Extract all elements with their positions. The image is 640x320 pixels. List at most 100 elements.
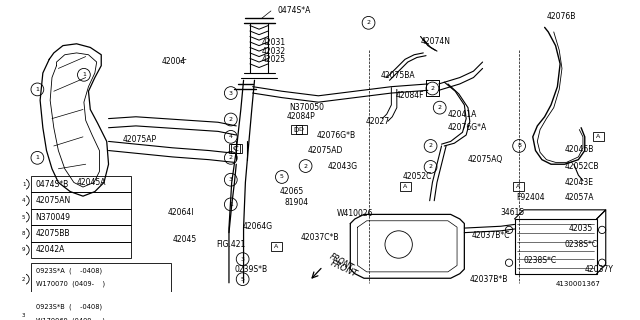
Text: 42037B*B: 42037B*B bbox=[470, 275, 508, 284]
Text: 1: 1 bbox=[35, 87, 39, 92]
Text: 1: 1 bbox=[22, 182, 26, 187]
Text: 0923S*B  (    -0408): 0923S*B ( -0408) bbox=[36, 304, 102, 310]
Text: A: A bbox=[275, 244, 278, 249]
Text: 0238S*C: 0238S*C bbox=[564, 240, 598, 249]
Text: 3: 3 bbox=[228, 177, 233, 182]
Bar bbox=[31, 225, 131, 242]
Text: 42042A: 42042A bbox=[36, 245, 65, 254]
Text: 42004: 42004 bbox=[161, 57, 186, 66]
Text: 42046B: 42046B bbox=[564, 145, 594, 154]
Text: 42035: 42035 bbox=[568, 224, 593, 233]
Text: 42045A: 42045A bbox=[77, 178, 106, 187]
Text: 2: 2 bbox=[429, 143, 433, 148]
Text: 42065: 42065 bbox=[280, 187, 304, 196]
Text: 42084P: 42084P bbox=[287, 112, 315, 121]
Text: 42084F: 42084F bbox=[396, 91, 424, 100]
Text: 5: 5 bbox=[280, 174, 284, 180]
Text: 3: 3 bbox=[241, 257, 244, 261]
Text: A: A bbox=[596, 134, 600, 139]
Text: 1: 1 bbox=[82, 72, 86, 77]
Text: F92404: F92404 bbox=[516, 193, 545, 202]
Text: 8: 8 bbox=[517, 143, 521, 148]
Text: 42076G*A: 42076G*A bbox=[448, 123, 487, 132]
Text: 42045: 42045 bbox=[172, 236, 196, 244]
Text: 42025: 42025 bbox=[262, 55, 286, 64]
Text: 42075AD: 42075AD bbox=[307, 146, 343, 155]
Text: 42032: 42032 bbox=[262, 47, 286, 56]
Text: 2: 2 bbox=[22, 277, 26, 282]
Text: 42075BB: 42075BB bbox=[36, 229, 70, 238]
Text: FRONT: FRONT bbox=[330, 259, 359, 279]
Text: 5: 5 bbox=[241, 277, 244, 282]
Text: 42037Y: 42037Y bbox=[585, 265, 614, 274]
Text: 2: 2 bbox=[228, 155, 233, 160]
Text: 1: 1 bbox=[35, 155, 39, 160]
Bar bbox=[31, 263, 172, 296]
Text: 2: 2 bbox=[431, 86, 435, 91]
Text: A: A bbox=[403, 184, 407, 188]
Text: 42043E: 42043E bbox=[564, 178, 594, 187]
Text: 0474S*B: 0474S*B bbox=[36, 180, 69, 189]
Bar bbox=[31, 176, 131, 193]
Text: 0474S*A: 0474S*A bbox=[277, 6, 310, 15]
Bar bbox=[291, 125, 302, 134]
Bar bbox=[399, 181, 410, 191]
Text: 5: 5 bbox=[22, 215, 26, 220]
Text: 3: 3 bbox=[228, 91, 233, 96]
Text: 42076G*B: 42076G*B bbox=[317, 131, 356, 140]
Text: 42027: 42027 bbox=[366, 117, 390, 126]
Bar bbox=[515, 219, 596, 274]
Text: 42037C*B: 42037C*B bbox=[300, 233, 339, 242]
Text: 9: 9 bbox=[22, 247, 26, 252]
Text: 42037B*C: 42037B*C bbox=[472, 231, 510, 240]
Text: W170069  (0409-    ): W170069 (0409- ) bbox=[36, 317, 104, 320]
Text: 42075AQ: 42075AQ bbox=[468, 155, 503, 164]
Text: 2: 2 bbox=[303, 164, 308, 169]
Text: 42052CB: 42052CB bbox=[564, 162, 599, 171]
Text: C: C bbox=[232, 146, 237, 151]
Text: 1: 1 bbox=[229, 202, 233, 207]
Text: 81904: 81904 bbox=[285, 198, 308, 207]
Text: 42064G: 42064G bbox=[243, 222, 273, 231]
Text: 42075BA: 42075BA bbox=[380, 71, 415, 80]
Text: W410026: W410026 bbox=[337, 209, 373, 218]
Text: FRONT: FRONT bbox=[328, 252, 355, 273]
Text: 42074N: 42074N bbox=[420, 36, 451, 45]
Text: 42057A: 42057A bbox=[564, 193, 594, 202]
Bar bbox=[229, 144, 240, 153]
Text: C: C bbox=[234, 146, 239, 152]
Bar bbox=[31, 209, 131, 225]
Text: D: D bbox=[294, 126, 299, 132]
Text: W170070  (0409-    ): W170070 (0409- ) bbox=[36, 281, 105, 287]
Bar bbox=[31, 242, 131, 258]
Text: 4: 4 bbox=[228, 134, 233, 139]
Text: N370049: N370049 bbox=[36, 212, 70, 222]
Bar bbox=[271, 242, 282, 251]
Text: D: D bbox=[299, 127, 303, 132]
Text: 4130001367: 4130001367 bbox=[556, 281, 600, 287]
Text: 2: 2 bbox=[429, 164, 433, 170]
Text: FIG.421: FIG.421 bbox=[216, 240, 246, 249]
Text: 2: 2 bbox=[438, 105, 442, 110]
Text: 8: 8 bbox=[22, 231, 26, 236]
Text: 42076B: 42076B bbox=[547, 12, 576, 21]
Text: 42043G: 42043G bbox=[328, 163, 358, 172]
Text: 42064I: 42064I bbox=[168, 208, 195, 217]
Text: 2: 2 bbox=[228, 117, 233, 122]
Text: N370050: N370050 bbox=[289, 103, 324, 112]
Text: 42031: 42031 bbox=[262, 38, 286, 47]
Text: 0239S*B: 0239S*B bbox=[234, 265, 268, 274]
Text: 0238S*C: 0238S*C bbox=[524, 256, 557, 265]
Text: 2: 2 bbox=[367, 20, 371, 25]
Bar bbox=[593, 132, 604, 141]
Bar bbox=[31, 299, 172, 320]
Text: 3: 3 bbox=[22, 313, 26, 318]
Text: 0923S*A  (    -0408): 0923S*A ( -0408) bbox=[36, 267, 102, 274]
Text: 42075AN: 42075AN bbox=[36, 196, 71, 205]
Text: 42041A: 42041A bbox=[448, 109, 477, 118]
Bar bbox=[513, 181, 524, 191]
Text: 34615: 34615 bbox=[501, 208, 525, 217]
Bar bbox=[231, 144, 242, 153]
Text: 42052C: 42052C bbox=[403, 172, 432, 180]
Text: A: A bbox=[516, 184, 520, 188]
